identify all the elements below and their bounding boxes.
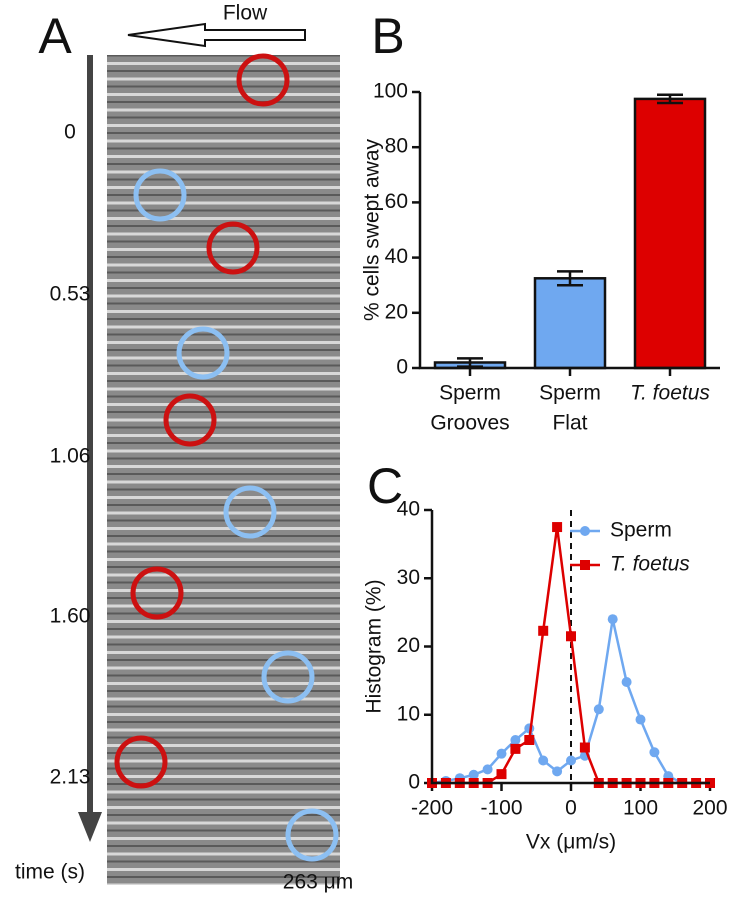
time-label: 2.13 [50,766,91,789]
marker [538,755,549,766]
time-label: 1.60 [50,605,91,628]
x-axis-label: Vx (μm/s) [526,831,616,854]
x-tick-label: 0 [565,797,577,820]
x-tick-label: -200 [411,797,453,820]
x-tick-label: Flat [552,412,587,435]
legend-label: T. foetus [610,553,690,576]
flow-arrow [127,22,306,48]
flow-label: Flow [223,2,268,25]
error-bar [657,93,683,105]
x-tick-label: Sperm [539,382,601,405]
marker [579,742,590,753]
marker [482,764,493,775]
marker [552,522,563,533]
time-label: 0 [64,121,76,144]
marker [580,560,590,570]
y-tick-label: 0 [408,771,420,794]
time-arrow-head [78,812,102,842]
scale-label: 263 μm [283,871,353,894]
y-tick-label: 100 [373,80,408,103]
error-bar [557,270,583,287]
marker [580,526,590,536]
cell-markers [114,53,339,862]
time-label: 1.06 [50,445,91,468]
time-axis-label: time (s) [15,861,85,884]
x-tick-label: Grooves [430,412,509,435]
marker [607,614,618,625]
y-tick-label: 30 [397,566,420,589]
y-tick-label: 80 [385,135,408,158]
time-label: 0.53 [50,283,91,306]
marker [566,631,576,642]
y-tick-label: 20 [397,634,420,657]
marker [566,755,576,766]
marker [524,735,535,746]
panel-label: A [38,8,72,64]
x-tick-label: 200 [692,797,727,820]
panel-label: B [371,8,404,64]
legend-label: Sperm [610,519,672,542]
x-tick-label: 100 [623,797,658,820]
marker [621,676,632,687]
micrograph [107,55,340,885]
x-tick-label: Sperm [439,382,501,405]
marker [496,748,507,759]
marker [593,704,604,715]
y-axis-label: Histogram (%) [363,579,386,713]
x-tick-label: T. foetus [630,382,710,405]
axes [430,510,710,785]
marker [635,714,646,725]
error-bar [457,357,483,368]
x-tick-label: -100 [480,797,522,820]
marker [510,743,521,754]
y-tick-label: 20 [385,300,408,323]
marker [649,747,660,758]
marker [496,769,507,780]
bar [533,277,607,370]
y-tick-label: 60 [385,190,408,213]
y-axis-label: % cells swept away [361,138,384,321]
marker [552,766,563,777]
y-tick-label: 40 [397,498,420,521]
panel-label: C [367,458,403,514]
marker [538,625,549,636]
axes [418,92,720,370]
marker [510,735,521,746]
marker [468,769,479,780]
bar [633,97,707,370]
y-tick-label: 0 [396,356,408,379]
y-tick-label: 10 [397,702,420,725]
y-tick-label: 40 [385,245,408,268]
